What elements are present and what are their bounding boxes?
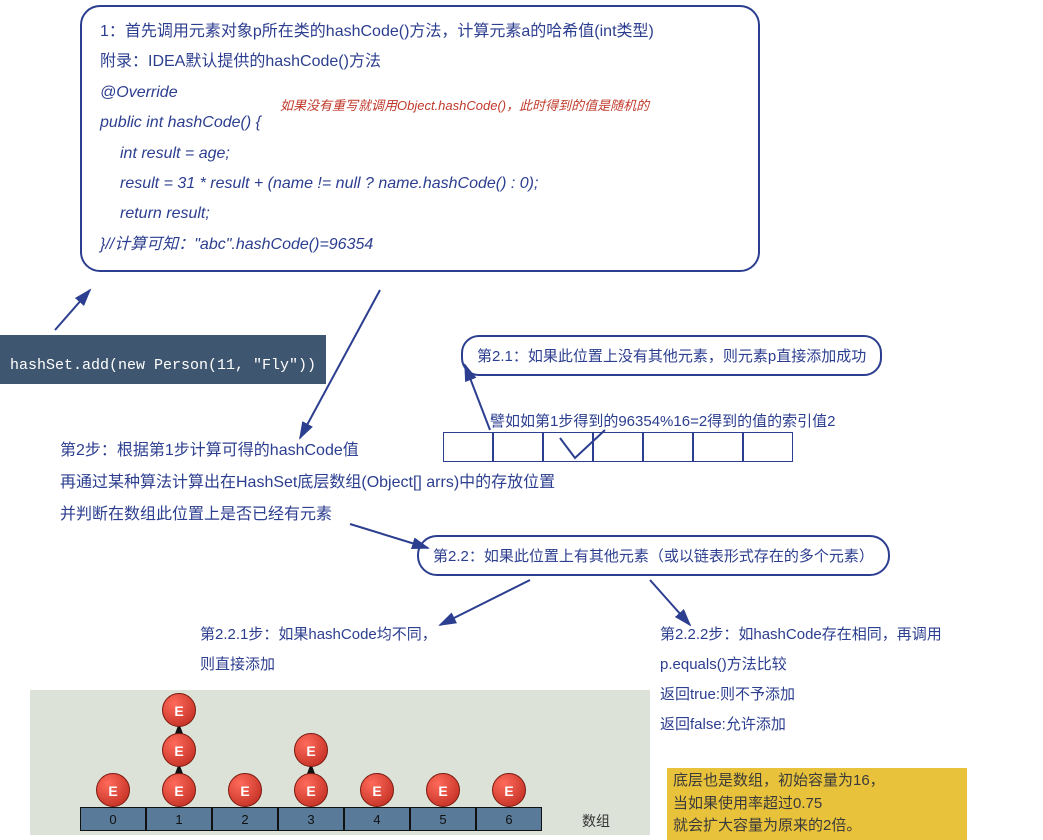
step221-l1: 第2.2.1步：如果hashCode均不同， (200, 620, 437, 650)
hash-node: E (162, 733, 196, 767)
code-l5: return result; (100, 199, 740, 229)
yellow-l2: 当如果使用率超过0.75 (673, 793, 961, 816)
step2-l1: 第2步：根据第1步计算可得的hashCode值 (60, 435, 580, 467)
red-note: 如果没有重写就调用Object.hashCode()，此时得到的值是随机的 (280, 95, 649, 114)
hash-node: E (162, 773, 196, 807)
step2-l2: 再通过某种算法计算出在HashSet底层数组(Object[] arrs)中的存… (60, 467, 580, 499)
array-cell (693, 432, 743, 462)
step2-2-box: 第2.2：如果此位置上有其他元素（或以链表形式存在的多个元素） (417, 535, 890, 576)
hash-node: E (162, 693, 196, 727)
yellow-l3: 就会扩大容量为原来的2倍。 (673, 815, 961, 838)
array-cell (593, 432, 643, 462)
step2-l3: 并判断在数组此位置上是否已经有元素 (60, 499, 580, 531)
step1-line2: 附录：IDEA默认提供的hashCode()方法 (100, 47, 740, 77)
step221-l2: 则直接添加 (200, 650, 437, 680)
step222-l2: p.equals()方法比较 (660, 650, 1030, 680)
code-l4: result = 31 * result + (name != null ? n… (100, 169, 740, 199)
array-cell (643, 432, 693, 462)
step2-2-1: 第2.2.1步：如果hashCode均不同， 则直接添加 (200, 620, 437, 680)
step1-box: 1：首先调用元素对象p所在类的hashCode()方法，计算元素a的哈希值(in… (80, 5, 760, 272)
step222-l3: 返回true:则不予添加 (660, 680, 1030, 710)
hash-node: E (294, 733, 328, 767)
step2-text: 第2步：根据第1步计算可得的hashCode值 再通过某种算法计算出在HashS… (60, 435, 580, 531)
step2-2-2: 第2.2.2步：如hashCode存在相同，再调用 p.equals()方法比较… (660, 620, 1030, 740)
hash-node: E (426, 773, 460, 807)
step1-line1: 1：首先调用元素对象p所在类的hashCode()方法，计算元素a的哈希值(in… (100, 17, 740, 47)
code-l6: }//计算可知："abc".hashCode()=96354 (100, 230, 740, 260)
array-cell (743, 432, 793, 462)
code-l3: int result = age; (100, 139, 740, 169)
step222-l4: 返回false:允许添加 (660, 710, 1030, 740)
yellow-l1: 底层也是数组，初始容量为16， (673, 770, 961, 793)
yellow-note: 底层也是数组，初始容量为16， 当如果使用率超过0.75 就会扩大容量为原来的2… (667, 768, 967, 840)
hash-diagram: 0 1 2 3 4 5 6 数组 EEEEEEEEEE (30, 690, 650, 835)
hash-node: E (360, 773, 394, 807)
hash-node: E (294, 773, 328, 807)
array-note: 譬如如第1步得到的96354%16=2得到的值的索引值2 (490, 410, 836, 431)
code-badge: hashSet.add(new Person(11, "Fly")) (0, 335, 326, 384)
step222-l1: 第2.2.2步：如hashCode存在相同，再调用 (660, 620, 1030, 650)
step2-1-box: 第2.1：如果此位置上没有其他元素，则元素p直接添加成功 (461, 335, 882, 376)
hash-node: E (228, 773, 262, 807)
hash-node: E (96, 773, 130, 807)
hash-node: E (492, 773, 526, 807)
